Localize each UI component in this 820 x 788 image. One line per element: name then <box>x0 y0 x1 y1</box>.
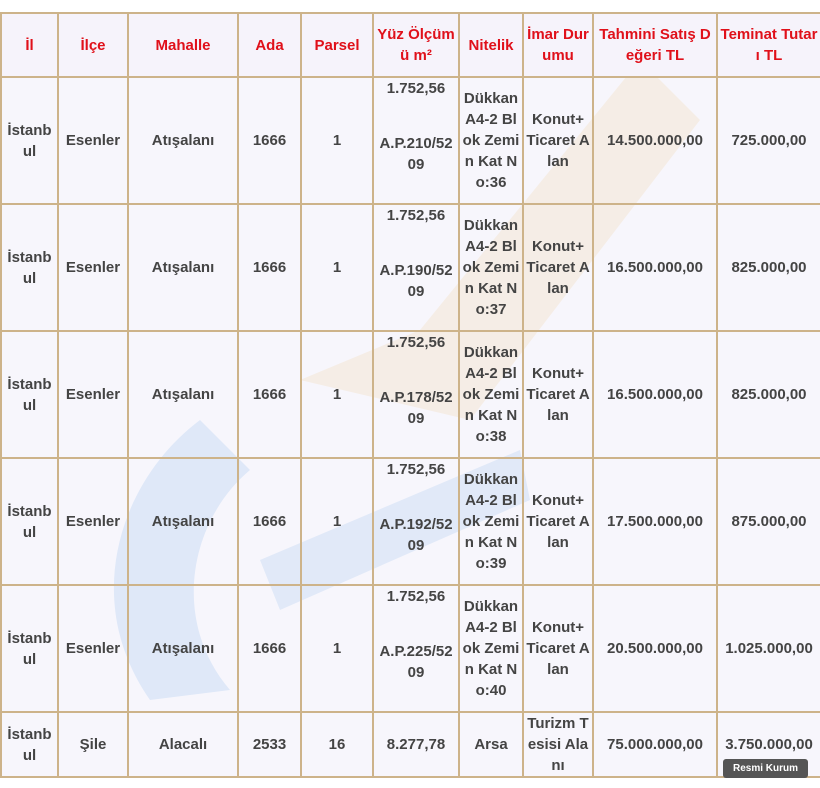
table-cell: 75.000.000,00 <box>592 711 718 778</box>
table-cell: İstanbul <box>0 330 59 459</box>
cell-line: A.P.210/5209 <box>379 135 453 173</box>
cell-line: 1.752,56 <box>386 461 446 478</box>
table-cell: Dükkan A4-2 Blok Zemin Kat No:39 <box>458 457 524 586</box>
table-row: İstanbul Esenler Atışalanı 1666 1 1.752,56 A.P… <box>0 203 820 332</box>
table-row: İstanbul Esenler Atışalanı 1666 1 1.752,56 A.P… <box>0 330 820 459</box>
table-cell: Esenler <box>57 584 129 713</box>
table-cell: İstanbul <box>0 203 59 332</box>
cell-line: 1.752,56 <box>386 588 446 605</box>
cell-line: 1.752,56 <box>386 80 446 97</box>
table-cell: 875.000,00 <box>716 457 820 586</box>
table-cell: 2533 <box>237 711 302 778</box>
header-cell: İmar Durumu <box>522 12 594 78</box>
table-cell: İstanbul <box>0 711 59 778</box>
table-cell: 1666 <box>237 76 302 205</box>
table-cell: Konut+ Ticaret Alan <box>522 457 594 586</box>
table-cell: Atışalanı <box>127 330 239 459</box>
table-cell: 14.500.000,00 <box>592 76 718 205</box>
table-cell: 1.025.000,00 <box>716 584 820 713</box>
header-cell: Ada <box>237 12 302 78</box>
table-cell: Şile <box>57 711 129 778</box>
table-cell: 16 <box>300 711 374 778</box>
table-cell: Atışalanı <box>127 203 239 332</box>
table-cell: Dükkan A4-2 Blok Zemin Kat No:36 <box>458 76 524 205</box>
table-cell: İstanbul <box>0 584 59 713</box>
table-cell: 17.500.000,00 <box>592 457 718 586</box>
table-cell: Esenler <box>57 203 129 332</box>
header-cell: Teminat Tutarı TL <box>716 12 820 78</box>
header-cell: Mahalle <box>127 12 239 78</box>
auction-table: İl İlçe Mahalle Ada Parsel Yüz Ölçümü m² Nitel… <box>0 12 820 778</box>
table-cell: 1 <box>300 457 374 586</box>
cell-line: A.P.190/5209 <box>379 262 453 300</box>
table-row: İstanbul Esenler Atışalanı 1666 1 1.752,56 A.P… <box>0 76 820 205</box>
table-cell: 1 <box>300 584 374 713</box>
table-cell: Esenler <box>57 76 129 205</box>
table-cell: İstanbul <box>0 457 59 586</box>
table-cell: Arsa <box>458 711 524 778</box>
table-cell: 16.500.000,00 <box>592 330 718 459</box>
cell-line: A.P.225/5209 <box>379 643 453 681</box>
table-body: İstanbul Esenler Atışalanı 1666 1 1.752,56 A.P… <box>0 76 820 778</box>
table-cell: 825.000,00 <box>716 203 820 332</box>
header-cell: Parsel <box>300 12 374 78</box>
table-cell: 8.277,78 <box>372 711 460 778</box>
header-cell: İlçe <box>57 12 129 78</box>
table-row: İstanbul Esenler Atışalanı 1666 1 1.752,56 A.P… <box>0 457 820 586</box>
table-cell: Dükkan A4-2 Blok Zemin Kat No:37 <box>458 203 524 332</box>
header-cell: Yüz Ölçümü m² <box>372 12 460 78</box>
header-cell: İl <box>0 12 59 78</box>
table-cell: 725.000,00 <box>716 76 820 205</box>
cell-line: 1.752,56 <box>386 334 446 351</box>
table-cell: 825.000,00 <box>716 330 820 459</box>
table-cell: Konut+ Ticaret Alan <box>522 330 594 459</box>
table-cell: Turizm Tesisi Alanı <box>522 711 594 778</box>
table-cell: İstanbul <box>0 76 59 205</box>
table-cell: 1 <box>300 330 374 459</box>
table-cell: 16.500.000,00 <box>592 203 718 332</box>
table-cell: Esenler <box>57 330 129 459</box>
badge: Resmi Kurum <box>722 759 808 778</box>
table-cell: Esenler <box>57 457 129 586</box>
table-cell: Dükkan A4-2 Blok Zemin Kat No:40 <box>458 584 524 713</box>
cell-line: A.P.192/5209 <box>379 516 453 554</box>
table-cell: Konut+ Ticaret Alan <box>522 76 594 205</box>
table-cell: Alacalı <box>127 711 239 778</box>
table-cell: Konut+ Ticaret Alan <box>522 584 594 713</box>
table-cell: Atışalanı <box>127 457 239 586</box>
cell-line: A.P.178/5209 <box>379 389 453 427</box>
table-cell: 1 <box>300 203 374 332</box>
table-cell: Atışalanı <box>127 584 239 713</box>
table-cell: 1.752,56 A.P.210/5209 <box>372 76 460 205</box>
table-cell: 1 <box>300 76 374 205</box>
table-cell: 1666 <box>237 203 302 332</box>
table-cell: 1666 <box>237 330 302 459</box>
table-cell: Dükkan A4-2 Blok Zemin Kat No:38 <box>458 330 524 459</box>
table-cell: 20.500.000,00 <box>592 584 718 713</box>
table-cell: 1.752,56 A.P.190/5209 <box>372 203 460 332</box>
header-cell: Tahmini Satış Değeri TL <box>592 12 718 78</box>
cell-line: 1.752,56 <box>386 207 446 224</box>
table-cell: Konut+ Ticaret Alan <box>522 203 594 332</box>
table-cell: Atışalanı <box>127 76 239 205</box>
table-row: İstanbul Esenler Atışalanı 1666 1 1.752,56 A.P… <box>0 584 820 713</box>
table-cell: 1.752,56 A.P.225/5209 <box>372 584 460 713</box>
table-cell: 1666 <box>237 584 302 713</box>
table-cell: 1.752,56 A.P.178/5209 <box>372 330 460 459</box>
table-cell: 1666 <box>237 457 302 586</box>
table-row: İstanbul Şile Alacalı 2533 16 8.277,78 Arsa Tur… <box>0 711 820 778</box>
header-row: İl İlçe Mahalle Ada Parsel Yüz Ölçümü m² Nitel… <box>0 12 820 78</box>
table-cell: 1.752,56 A.P.192/5209 <box>372 457 460 586</box>
header-cell: Nitelik <box>458 12 524 78</box>
